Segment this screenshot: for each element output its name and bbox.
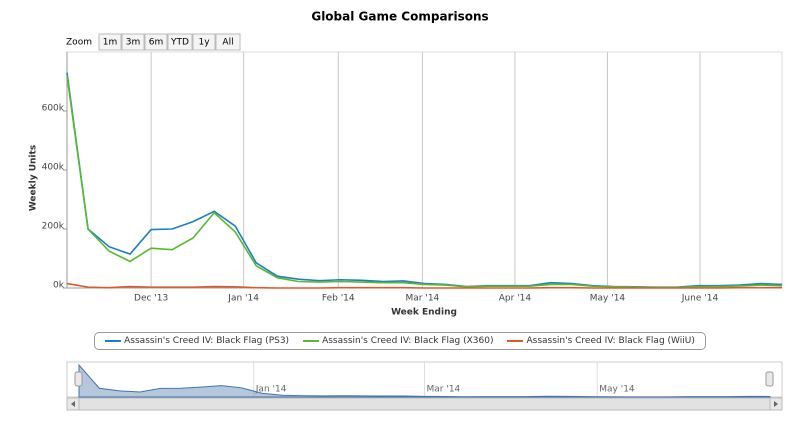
range-button-label: 1m: [103, 38, 118, 48]
x-tick-label: June '14: [681, 294, 719, 304]
range-button-label: 1y: [198, 38, 210, 48]
zoom-label: Zoom: [66, 38, 92, 48]
y-tick-label: 200k: [42, 222, 65, 232]
scrollbar-thumb[interactable]: [78, 397, 771, 411]
x-axis-title: Week Ending: [391, 308, 457, 318]
scroll-arrow: [71, 401, 75, 407]
series-line: [66, 282, 782, 289]
legend-swatch: [303, 340, 320, 342]
navigator-handle[interactable]: [74, 371, 83, 387]
x-tick-label: Dec '13: [134, 294, 168, 304]
range-button[interactable]: [144, 33, 168, 51]
navigator-handle[interactable]: [765, 371, 774, 387]
range-button[interactable]: [121, 33, 145, 51]
x-tick-label: May '14: [590, 294, 626, 304]
range-button[interactable]: [192, 33, 216, 51]
range-button[interactable]: [215, 33, 241, 51]
legend-swatch: [105, 340, 122, 342]
x-tick-label: Feb '14: [322, 294, 355, 304]
y-tick-label: 400k: [42, 163, 65, 173]
chart-title: Global Game Comparisons: [311, 10, 488, 24]
legend-item[interactable]: Assassin's Creed IV: Black Flag (PS3): [105, 336, 289, 346]
navigator-tick-label: May '14: [599, 385, 635, 395]
legend-swatch: [507, 340, 524, 342]
series-line: [66, 72, 783, 288]
x-tick-label: Mar '14: [406, 294, 440, 304]
series-line: [66, 75, 783, 289]
range-button-label: 3m: [126, 38, 141, 48]
range-button[interactable]: [167, 33, 193, 51]
y-axis-title: Weekly Units: [29, 145, 39, 211]
legend: Assassin's Creed IV: Black Flag (PS3) Ass…: [0, 332, 800, 350]
legend-label: Assassin's Creed IV: Black Flag (X360): [322, 336, 494, 346]
scroll-arrow: [774, 401, 778, 407]
plot-border: [66, 51, 783, 289]
navigator-tick-label: Jan '14: [255, 385, 287, 395]
range-button-label: 6m: [149, 38, 164, 48]
y-tick-label: 0k: [53, 281, 65, 291]
navigator-area: [78, 363, 771, 398]
legend-label: Assassin's Creed IV: Black Flag (WiiU): [526, 336, 695, 346]
range-button[interactable]: [98, 33, 122, 51]
range-button-label: All: [222, 38, 233, 48]
x-tick-label: Apr '14: [499, 294, 532, 304]
legend-box: Assassin's Creed IV: Black Flag (PS3) Ass…: [94, 332, 706, 350]
x-tick-label: Jan '14: [227, 294, 259, 304]
range-button-label: YTD: [170, 38, 189, 48]
legend-label: Assassin's Creed IV: Black Flag (PS3): [124, 336, 290, 346]
navigator-tick-label: Mar '14: [427, 385, 461, 395]
legend-item[interactable]: Assassin's Creed IV: Black Flag (X360): [303, 336, 493, 346]
legend-item[interactable]: Assassin's Creed IV: Black Flag (WiiU): [507, 336, 695, 346]
y-tick-label: 600k: [42, 104, 65, 114]
